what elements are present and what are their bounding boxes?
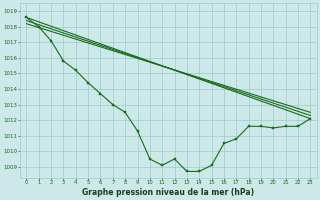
- X-axis label: Graphe pression niveau de la mer (hPa): Graphe pression niveau de la mer (hPa): [82, 188, 254, 197]
